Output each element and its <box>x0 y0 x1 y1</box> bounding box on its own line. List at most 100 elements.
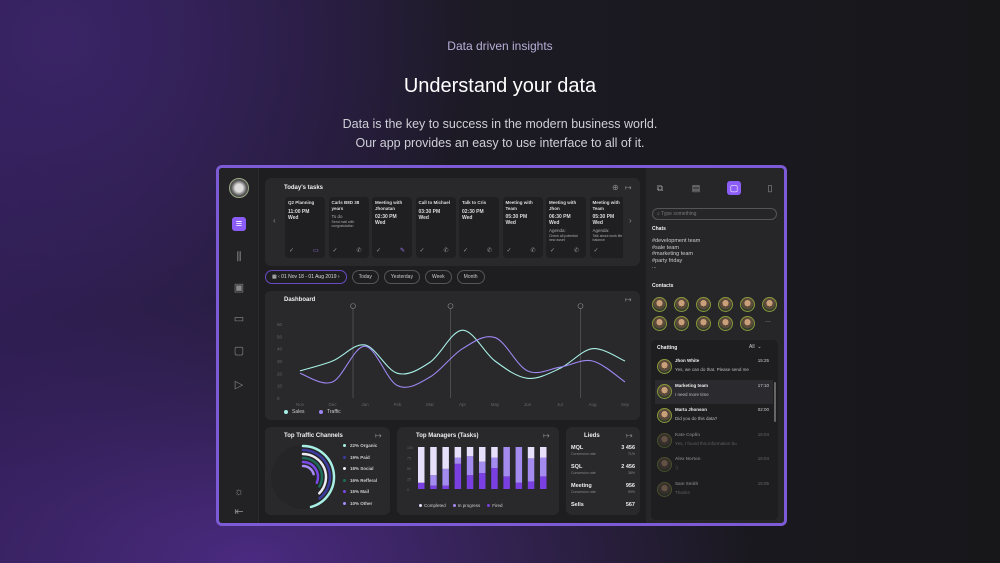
task-title: Meeting with Jhonatan <box>375 200 403 211</box>
contacts-more[interactable]: ... <box>765 317 771 324</box>
expand-arrow-icon[interactable]: ↦ <box>375 431 382 440</box>
app-window: ≡ ⫼ ▣ ▭ ▢ ▷ ☼ ⇤ Today's tasks ⊕ ↦ ‹ › Q2… <box>216 165 787 526</box>
task-card[interactable]: Q2 Planning 11:00 PM Wed ✓ ▭ <box>285 197 325 258</box>
lead-row: SQL 2 456 Conversion rate 38% <box>571 464 635 476</box>
contact-avatar[interactable] <box>740 316 755 331</box>
week-button[interactable]: Week <box>424 270 452 284</box>
chat-message: Yes, we can do that. Please send me <box>675 367 749 372</box>
play-icon[interactable]: ▷ <box>234 379 244 391</box>
chat-channel[interactable]: ... <box>652 264 657 270</box>
legend-label: 15% Mail <box>350 489 370 494</box>
contact-avatar[interactable] <box>652 297 667 312</box>
phone-icon[interactable]: ✆ <box>356 248 362 254</box>
message-icon[interactable]: ▭ <box>313 248 319 254</box>
collapse-icon[interactable]: ⇤ <box>234 506 244 518</box>
contact-avatar[interactable] <box>718 316 733 331</box>
chat-message: I need more time <box>675 391 709 397</box>
today-button[interactable]: Today <box>351 270 379 284</box>
bar-segment-in-progress <box>527 458 535 482</box>
add-task-icon[interactable]: ⊕ <box>612 183 619 192</box>
x-tick-label: Feb <box>394 402 402 407</box>
task-time: 11:00 PM <box>288 208 310 215</box>
contacts-title: Contacts <box>652 283 674 289</box>
chat-row[interactable]: Marta Jhonson Did you do this data? 02:00 <box>655 404 773 428</box>
phone-icon[interactable]: ✆ <box>574 248 580 254</box>
chat-row[interactable]: Alex Norton:) 15:04 <box>655 453 773 477</box>
bar-segment-fired <box>491 468 498 489</box>
chat-avatar <box>657 383 672 399</box>
scrollbar[interactable] <box>774 382 776 422</box>
contact-avatar[interactable] <box>696 316 711 331</box>
contact-avatar[interactable] <box>762 297 777 312</box>
phone-icon[interactable]: ✆ <box>530 248 536 254</box>
month-button[interactable]: Month <box>456 270 485 284</box>
contact-avatar[interactable] <box>718 297 733 312</box>
task-card[interactable]: Call to Michael 03:30 PM Wed ✓ ✆ <box>415 197 456 258</box>
y-tick-label: 40 <box>277 347 283 352</box>
task-card[interactable]: Talk to Cris 02:30 PM Wed ✓ ✆ <box>459 197 499 258</box>
sun-icon[interactable]: ☼ <box>233 486 245 498</box>
chat-channel[interactable]: #marketing team <box>652 251 693 257</box>
phone-icon[interactable]: ✆ <box>443 248 449 254</box>
equalizer-icon[interactable]: ⫼ <box>236 251 242 263</box>
expand-arrow-icon[interactable]: ↦ <box>625 295 632 304</box>
check-icon[interactable]: ✓ <box>419 248 425 254</box>
chat-time: 15:04 <box>757 431 769 437</box>
check-icon[interactable]: ✓ <box>463 248 469 254</box>
chat-row[interactable]: Sam Smith Thanks 15:05 <box>655 478 773 502</box>
marker-handle[interactable] <box>350 303 356 309</box>
chat-row[interactable]: Kate Coplin Yes, I found this information… <box>655 429 773 453</box>
bar-segment-in-progress <box>430 475 437 486</box>
task-card[interactable]: Meeting with Jhonatan 02:30 PM Wed ✓ ✎ <box>372 197 412 258</box>
check-icon[interactable]: ✓ <box>332 248 338 254</box>
check-icon[interactable]: ✓ <box>593 248 599 254</box>
expand-arrow-icon[interactable]: ↦ <box>625 183 632 192</box>
y-tick-label: 75 <box>407 457 411 461</box>
image-icon[interactable]: ▣ <box>233 282 245 294</box>
task-card[interactable]: Meeting with Team 05:30 PM Wed ✓ ✆ <box>502 197 543 258</box>
search-input[interactable]: ⌕ Type something <box>652 208 777 220</box>
check-icon[interactable]: ✓ <box>506 248 512 254</box>
chat-time: 17:10 <box>757 382 769 388</box>
expand-arrow-icon[interactable]: ↦ <box>626 431 633 440</box>
expand-arrow-icon[interactable]: ↦ <box>543 431 550 440</box>
task-detail: Check all potential new asset <box>549 233 578 242</box>
marker-handle[interactable] <box>577 303 584 309</box>
check-icon[interactable]: ✓ <box>376 248 382 254</box>
chat-row[interactable]: Marketing team I need more time 17:10 <box>655 379 773 404</box>
contact-avatar[interactable] <box>652 316 667 331</box>
date-range-picker[interactable]: ▦ ‹ 01 Nov 18 - 01 Aug 2019 › <box>265 270 347 284</box>
contact-avatar[interactable] <box>674 316 689 331</box>
marker-handle[interactable] <box>447 303 454 309</box>
clipboard-icon[interactable]: ▤ <box>691 183 701 193</box>
legend-label: Traffic <box>327 409 341 415</box>
yesterday-button[interactable]: Yesterday <box>383 270 420 284</box>
menu-icon[interactable]: ≡ <box>232 217 246 231</box>
chat-row[interactable]: Jhon White Yes, we can do that. Please se… <box>655 355 773 379</box>
chat-filter[interactable]: All ⌄ <box>749 344 762 350</box>
contact-avatar[interactable] <box>696 297 711 312</box>
document-icon[interactable]: ▯ <box>767 183 773 193</box>
chat-channel[interactable]: #development team <box>652 238 701 244</box>
check-icon[interactable]: ✓ <box>289 248 295 254</box>
task-card[interactable]: Meeting with Team 05:30 PM Wed Agenda: Talk … <box>589 197 623 258</box>
next-arrow-icon[interactable]: › <box>629 216 632 225</box>
chat-channel[interactable]: #sale team <box>652 244 679 251</box>
pen-icon[interactable]: ✎ <box>400 248 406 254</box>
phone-icon[interactable]: ✆ <box>487 248 493 254</box>
prev-arrow-icon[interactable]: ‹ <box>273 216 276 225</box>
copy-icon[interactable]: ⧉ <box>656 183 664 193</box>
task-card[interactable]: Meeting with Jhon 06:30 PM Wed Agenda: Check… <box>546 197 586 258</box>
task-card[interactable]: Carls B8D 38 years To do Send mail with co… <box>328 197 369 258</box>
x-tick-label: Jan <box>361 402 369 407</box>
check-icon[interactable]: ✓ <box>550 248 556 254</box>
bar-segment-fired <box>418 482 425 489</box>
chat-tab-icon[interactable]: ▢ <box>727 181 741 195</box>
chat-icon[interactable]: ▢ <box>233 345 245 357</box>
contact-avatar[interactable] <box>740 297 755 312</box>
chat-channel[interactable]: #party friday <box>652 257 683 264</box>
y-tick-label: 100 <box>407 446 413 450</box>
avatar[interactable] <box>229 178 249 198</box>
contact-avatar[interactable] <box>674 297 689 312</box>
calendar-icon[interactable]: ▭ <box>233 313 245 325</box>
